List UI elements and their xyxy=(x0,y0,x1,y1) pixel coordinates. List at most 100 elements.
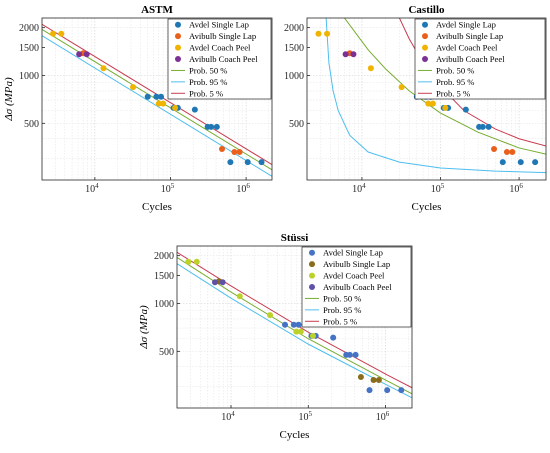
point-avdel-single-lap xyxy=(158,93,165,100)
legend-box xyxy=(301,246,412,328)
y-tick-label: 500 xyxy=(24,119,39,130)
x-axis-label: Cycles xyxy=(412,201,442,213)
point-avdel-single-lap xyxy=(532,159,539,166)
legend-box xyxy=(414,18,546,100)
point-avibulb-single-lap xyxy=(219,145,225,152)
y-tick-label: 1000 xyxy=(284,71,304,82)
legend-label-prob-95: Prob. 95 % xyxy=(189,77,227,87)
x-axis-label: Cycles xyxy=(142,201,172,213)
y-axis-label: Δσ (MPa) xyxy=(138,305,150,350)
legend-label-prob-95: Prob. 95 % xyxy=(323,305,361,315)
point-avdel-single-lap xyxy=(244,159,251,166)
point-avdel-coach-peel xyxy=(58,30,65,37)
point-avibulb-coach-peel xyxy=(219,279,226,286)
y-tick-label: 500 xyxy=(289,119,304,130)
y-tick-label: 1000 xyxy=(154,299,174,310)
x-tick-label: 104 xyxy=(221,410,235,423)
legend-label-prob-50: Prob. 50 % xyxy=(323,293,361,303)
chart-astm-svg: 104 105 106 500 1000 1500 2000 ASTM Cycles Δσ (MP… xyxy=(3,4,273,213)
point-avdel-coach-peel xyxy=(130,84,137,91)
data-points xyxy=(50,30,265,166)
line-prob-50 xyxy=(344,18,546,155)
legend-marker-avibulb-single-lap xyxy=(422,33,428,40)
chart-title: Stüssi xyxy=(281,232,309,244)
point-avdel-single-lap xyxy=(398,387,405,394)
point-avibulb-coach-peel xyxy=(76,51,83,58)
legend-label-prob-50: Prob. 50 % xyxy=(189,65,227,75)
point-avibulb-single-lap xyxy=(503,149,510,156)
chart-castillo: 104 105 106 500 1000 1500 2000 Castillo Cycles Av… xyxy=(275,0,550,222)
point-avdel-single-lap xyxy=(462,106,469,113)
point-avibulb-single-lap xyxy=(509,149,516,156)
y-tick-label: 1500 xyxy=(284,43,304,54)
legend-label-avibulb-single-lap: Avibulb Single Lap xyxy=(436,31,503,41)
chart-stussi: 104 105 106 500 1000 1500 2000 Stüssi Cycles Δσ (… xyxy=(135,226,415,448)
y-tick-label: 1500 xyxy=(19,43,39,54)
point-avdel-single-lap xyxy=(384,387,391,394)
chart-title: ASTM xyxy=(141,4,173,16)
legend-marker-avdel-single-lap xyxy=(309,249,315,256)
chart-astm: 104 105 106 500 1000 1500 2000 ASTM Cycles Δσ (MP… xyxy=(0,0,275,222)
point-avdel-coach-peel xyxy=(425,100,432,107)
point-avdel-single-lap xyxy=(485,123,492,130)
legend-label-avibulb-coach-peel: Avibulb Coach Peel xyxy=(189,54,258,64)
point-avibulb-single-lap xyxy=(370,377,377,384)
x-tick-label: 104 xyxy=(85,182,99,195)
point-avdel-coach-peel xyxy=(367,65,374,72)
point-avdel-single-lap xyxy=(258,159,265,166)
axes-box xyxy=(41,17,273,181)
point-avdel-coach-peel xyxy=(315,30,322,37)
legend-label-avibulb-single-lap: Avibulb Single Lap xyxy=(189,31,256,41)
point-avibulb-single-lap xyxy=(375,377,382,384)
y-axis-label: Δσ (MPa) xyxy=(3,77,15,122)
y-tick-label: 2000 xyxy=(154,251,174,262)
x-tick-label: 106 xyxy=(376,410,390,423)
legend-label-avdel-single-lap: Avdel Single Lap xyxy=(436,20,496,30)
legend-label-avdel-single-lap: Avdel Single Lap xyxy=(323,248,383,258)
legend-label-avdel-coach-peel: Avdel Coach Peel xyxy=(189,43,251,53)
point-avdel-coach-peel xyxy=(398,84,405,91)
legend-label-avibulb-coach-peel: Avibulb Coach Peel xyxy=(323,282,392,292)
point-avdel-single-lap xyxy=(517,159,524,166)
legend-marker-avdel-coach-peel xyxy=(175,44,181,51)
axes-box xyxy=(176,245,413,409)
data-points xyxy=(185,258,405,394)
x-tick-label: 106 xyxy=(509,182,523,195)
point-avdel-coach-peel xyxy=(442,104,449,111)
point-avdel-coach-peel xyxy=(429,100,436,107)
y-tick-label: 1000 xyxy=(19,71,39,82)
point-avibulb-coach-peel xyxy=(342,51,349,58)
legend-marker-avibulb-single-lap xyxy=(309,261,315,268)
y-tick-label: 2000 xyxy=(19,23,39,34)
point-avdel-single-lap xyxy=(282,321,289,328)
point-avdel-single-lap xyxy=(144,93,151,100)
legend-label-prob-95: Prob. 95 % xyxy=(436,77,474,87)
point-avdel-single-lap xyxy=(479,123,486,130)
point-avdel-coach-peel xyxy=(160,100,167,107)
point-avdel-single-lap xyxy=(290,321,297,328)
point-avdel-coach-peel xyxy=(324,30,331,37)
chart-title: Castillo xyxy=(408,4,445,16)
point-avdel-coach-peel xyxy=(293,328,300,335)
point-avibulb-single-lap xyxy=(236,149,243,156)
legend-label-avdel-coach-peel: Avdel Coach Peel xyxy=(323,271,385,281)
point-avdel-single-lap xyxy=(499,159,506,166)
point-avibulb-single-lap xyxy=(491,145,498,152)
chart-stussi-svg: 104 105 106 500 1000 1500 2000 Stüssi Cycles Δσ (… xyxy=(138,232,413,441)
axes-box xyxy=(306,17,547,181)
point-avdel-single-lap xyxy=(366,387,373,394)
point-avdel-coach-peel xyxy=(236,293,243,300)
chart-castillo-svg: 104 105 106 500 1000 1500 2000 Castillo Cycles Av… xyxy=(284,4,547,213)
point-avdel-coach-peel xyxy=(193,258,200,265)
point-avdel-single-lap xyxy=(153,93,160,100)
legend-label-prob-5: Prob. 5 % xyxy=(436,88,470,98)
point-avdel-coach-peel xyxy=(267,312,274,319)
point-avdel-single-lap xyxy=(208,123,215,130)
legend-marker-avibulb-coach-peel xyxy=(309,284,315,290)
point-avdel-single-lap xyxy=(352,351,359,358)
line-prob-95 xyxy=(325,18,546,174)
x-tick-label: 105 xyxy=(161,182,175,195)
